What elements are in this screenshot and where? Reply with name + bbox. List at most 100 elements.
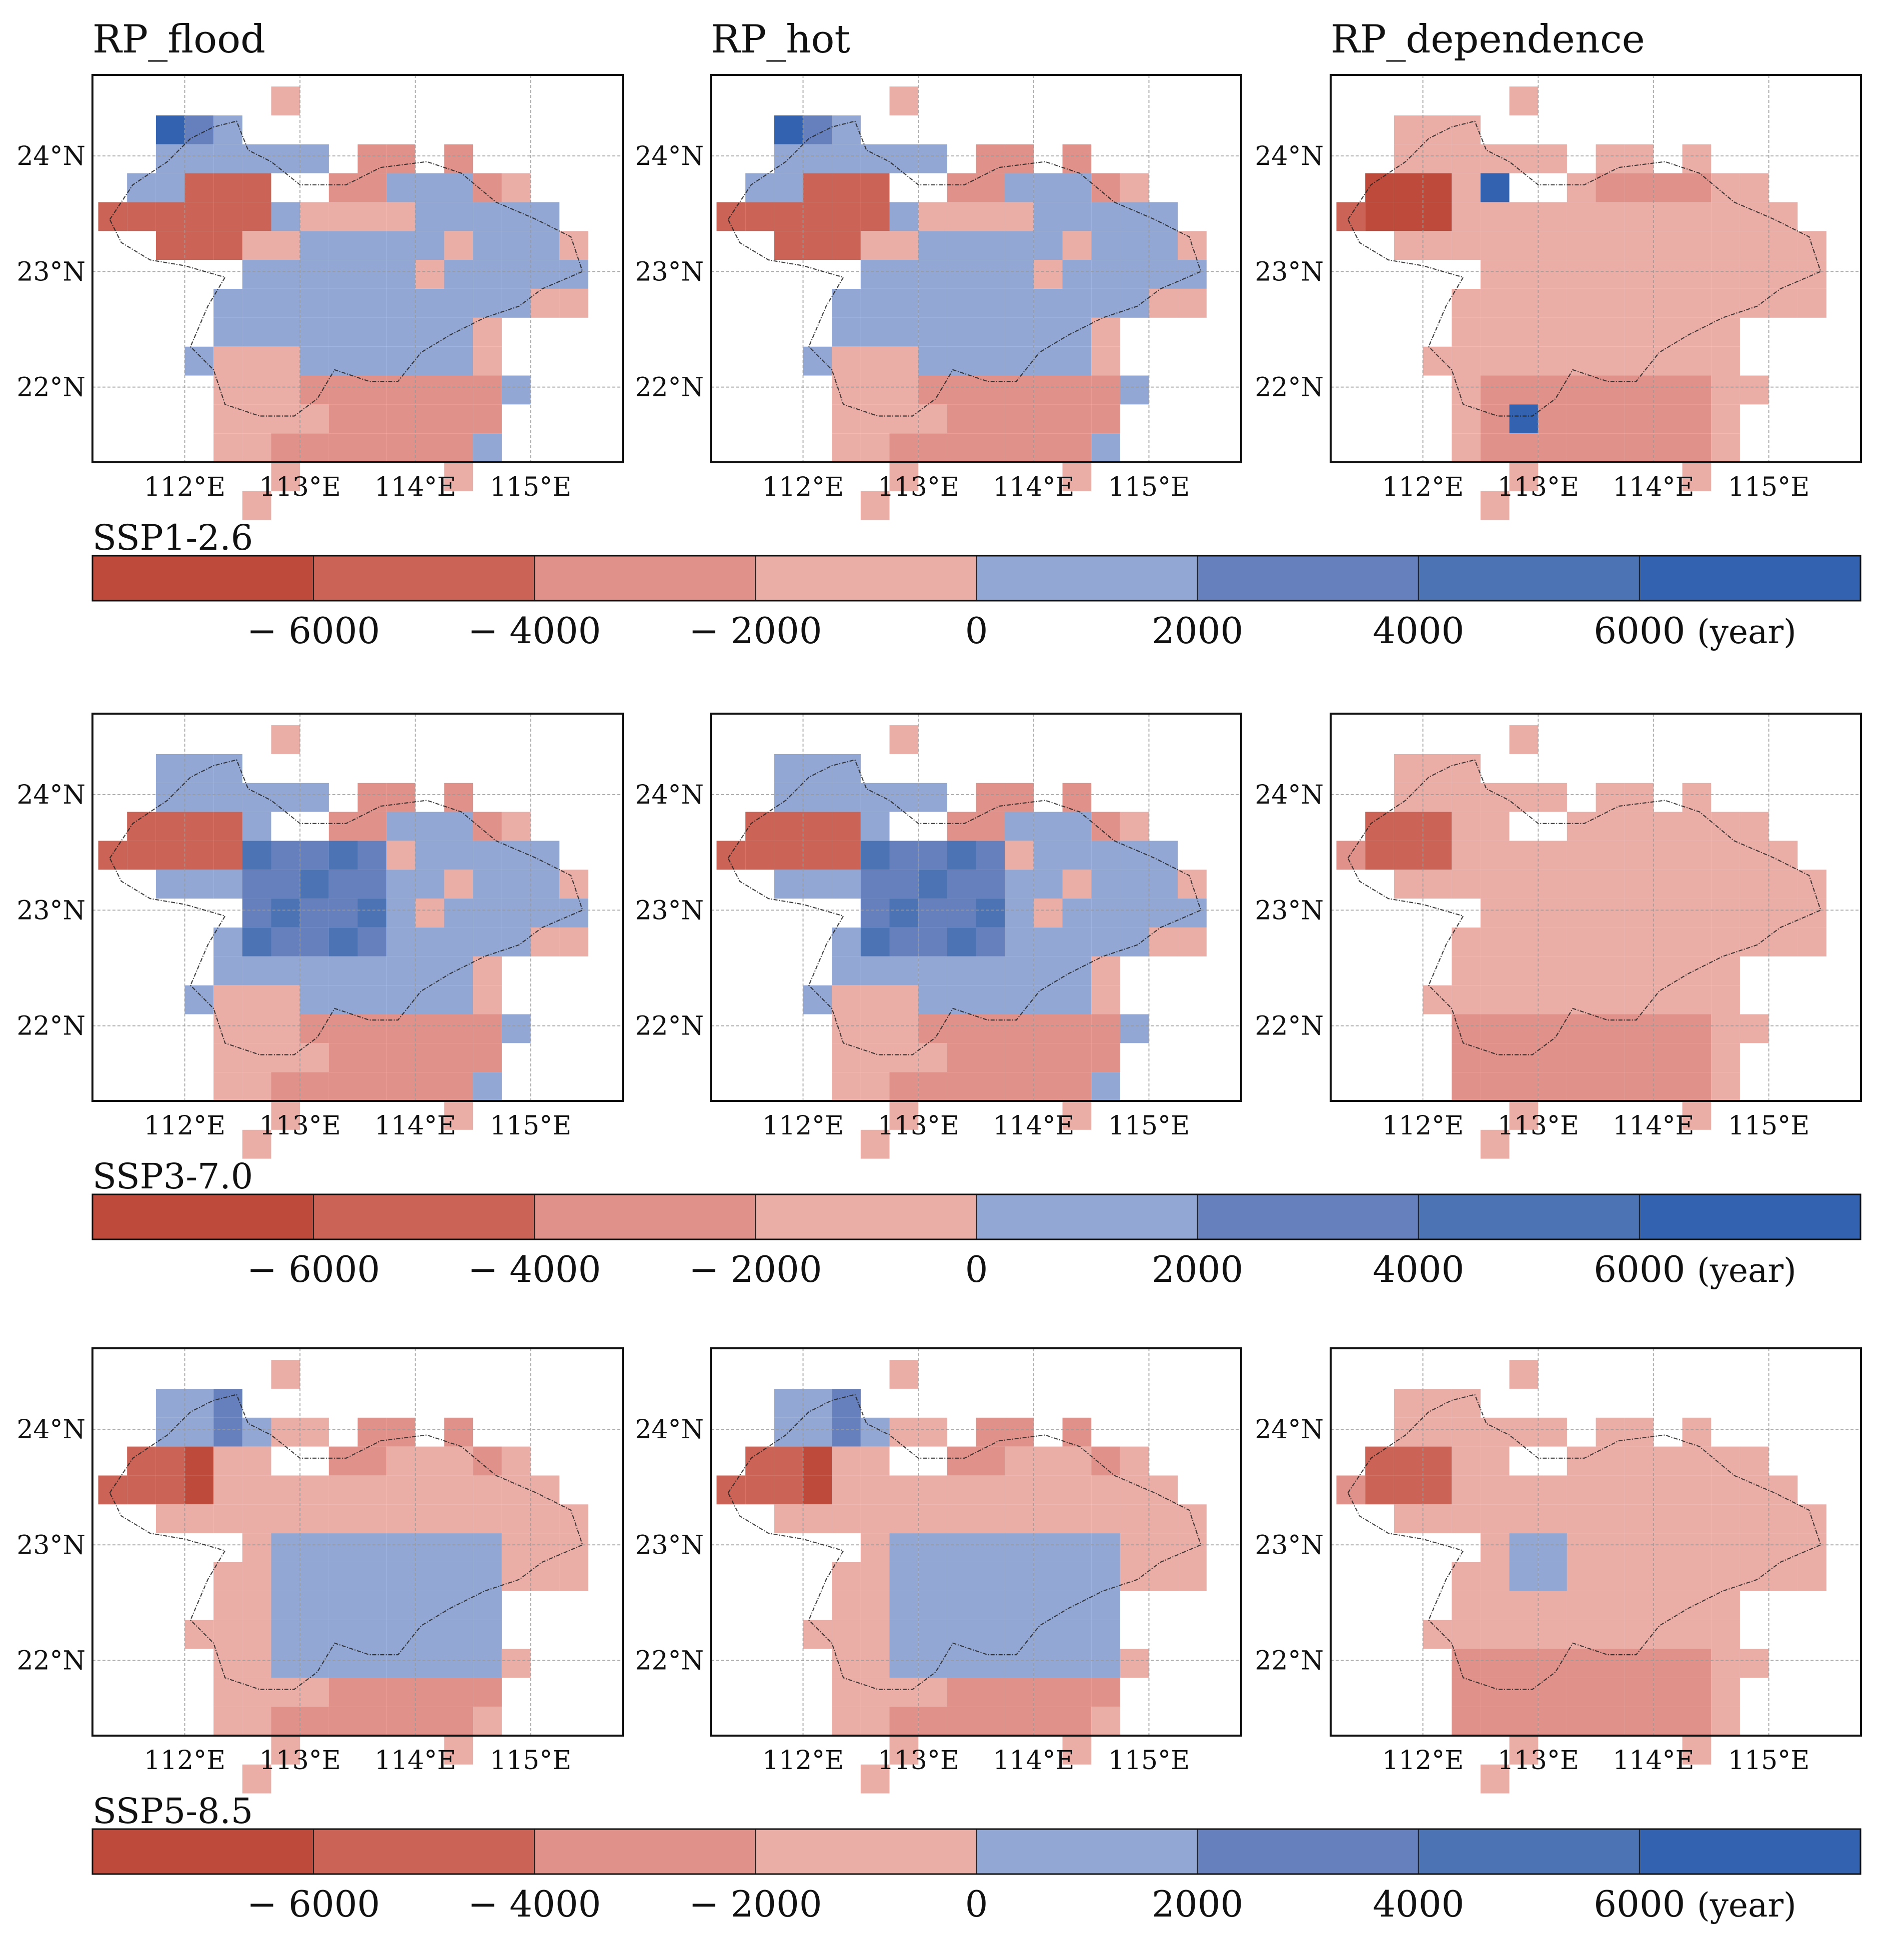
grid-cell bbox=[1538, 1562, 1567, 1591]
grid-cell bbox=[184, 231, 214, 260]
grid-cell bbox=[1567, 433, 1596, 462]
grid-cell bbox=[1033, 404, 1063, 434]
x-tick-label: 115°E bbox=[490, 1746, 571, 1776]
grid-cell bbox=[155, 1417, 185, 1447]
grid-cell bbox=[976, 433, 1005, 462]
grid-cell bbox=[1062, 1620, 1092, 1649]
x-tick-label: 115°E bbox=[490, 1111, 571, 1141]
grid-cell bbox=[860, 433, 890, 462]
grid-cell bbox=[1509, 1707, 1539, 1736]
grid-cell bbox=[1798, 1504, 1827, 1534]
grid-cell bbox=[1596, 783, 1625, 812]
grid-cell bbox=[357, 1591, 387, 1620]
grid-cell bbox=[860, 317, 890, 347]
grid-cell bbox=[1509, 1736, 1539, 1765]
grid-cell bbox=[1005, 1072, 1034, 1101]
grid-cell bbox=[473, 1533, 502, 1562]
grid-cell bbox=[918, 1678, 947, 1707]
colorbar-tick-label: − 2000 bbox=[689, 1883, 822, 1925]
grid-cell bbox=[774, 173, 803, 202]
grid-cell bbox=[832, 1417, 861, 1447]
grid-cell bbox=[473, 289, 502, 318]
grid-cell bbox=[1538, 231, 1567, 260]
panel-frame bbox=[1330, 74, 1862, 463]
grid-cell bbox=[1365, 812, 1394, 841]
grid-cell bbox=[386, 317, 415, 347]
grid-cell bbox=[1538, 1591, 1567, 1620]
grid-cell bbox=[386, 1446, 415, 1476]
grid-cell bbox=[889, 1736, 919, 1765]
grid-cell bbox=[155, 173, 185, 202]
grid-cell bbox=[530, 841, 560, 870]
grid-cell bbox=[1509, 231, 1539, 260]
grid-cell bbox=[1625, 173, 1654, 202]
grid-cell bbox=[1005, 1620, 1034, 1649]
grid-cell bbox=[1740, 812, 1769, 841]
grid-cell bbox=[1033, 1475, 1063, 1505]
grid-cell bbox=[1394, 1417, 1423, 1447]
grid-cell bbox=[947, 841, 976, 870]
grid-cell bbox=[1091, 1446, 1120, 1476]
grid-cell bbox=[1625, 375, 1654, 405]
grid-cell bbox=[1798, 1562, 1827, 1591]
grid-cell bbox=[357, 1707, 387, 1736]
grid-cell bbox=[415, 1591, 444, 1620]
colorbar-tick-label: 2000 bbox=[1152, 1883, 1243, 1925]
grid-cell bbox=[184, 841, 214, 870]
grid-cell bbox=[242, 1417, 271, 1447]
map-panel-r1-c0: 112°E 113°E 114°E 115°E 24°N 23°N 22°N bbox=[16, 713, 624, 1159]
colorbar-tick-label: − 6000 bbox=[247, 1248, 380, 1290]
grid-cell bbox=[1567, 1707, 1596, 1736]
grid-cell bbox=[242, 1707, 271, 1736]
grid-cell bbox=[242, 1620, 271, 1649]
grid-cell bbox=[1062, 173, 1092, 202]
grid-cell bbox=[1538, 1504, 1567, 1534]
map-panel-r2-c2: 112°E 113°E 114°E 115°E 24°N 23°N 22°N bbox=[1255, 1347, 1862, 1794]
grid-cell bbox=[1596, 404, 1625, 434]
grid-cell bbox=[860, 231, 890, 260]
grid-cell bbox=[300, 899, 329, 928]
grid-cell bbox=[1682, 317, 1712, 347]
grid-cell bbox=[976, 202, 1005, 231]
grid-cell bbox=[774, 841, 803, 870]
grid-cell bbox=[1711, 375, 1740, 405]
x-tick-label: 114°E bbox=[374, 1746, 456, 1776]
grid-cell bbox=[1711, 1533, 1740, 1562]
grid-cell bbox=[803, 812, 832, 841]
grid-cell bbox=[1062, 260, 1092, 289]
y-tick-label: 22°N bbox=[1255, 1011, 1324, 1041]
grid-cell bbox=[328, 812, 358, 841]
grid-cell bbox=[832, 375, 861, 405]
grid-cell bbox=[1682, 1446, 1712, 1476]
grid-cell bbox=[860, 1129, 890, 1159]
grid-cell bbox=[1682, 375, 1712, 405]
grid-cell bbox=[1509, 1504, 1539, 1534]
grid-cell bbox=[501, 260, 531, 289]
grid-cell bbox=[1596, 346, 1625, 376]
grid-cell bbox=[386, 956, 415, 985]
grid-cell bbox=[357, 231, 387, 260]
grid-cell bbox=[1005, 1678, 1034, 1707]
grid-cell bbox=[357, 202, 387, 231]
grid-cell bbox=[889, 841, 919, 870]
grid-cell bbox=[1120, 375, 1149, 405]
colorbar-swatch bbox=[534, 1194, 756, 1240]
grid-cell bbox=[1711, 1014, 1740, 1043]
grid-cell bbox=[415, 1620, 444, 1649]
grid-cell bbox=[300, 928, 329, 957]
grid-cell bbox=[889, 1101, 919, 1130]
grid-cell bbox=[271, 1649, 300, 1678]
grid-cell bbox=[860, 346, 890, 376]
grid-cell bbox=[1452, 404, 1481, 434]
grid-cell bbox=[832, 754, 861, 783]
grid-cell bbox=[1149, 1475, 1178, 1505]
grid-cell bbox=[860, 1014, 890, 1043]
grid-cell bbox=[918, 870, 947, 899]
grid-cell bbox=[300, 433, 329, 462]
grid-cell bbox=[155, 115, 185, 144]
grid-cell bbox=[774, 1475, 803, 1505]
grid-cell bbox=[1005, 1504, 1034, 1534]
grid-cell bbox=[1596, 1533, 1625, 1562]
x-tick-label: 114°E bbox=[1613, 472, 1694, 502]
grid-cell bbox=[1740, 1014, 1769, 1043]
